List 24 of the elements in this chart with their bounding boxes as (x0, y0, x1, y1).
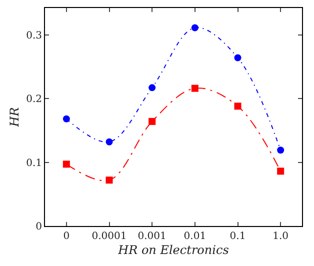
point (106, 176, 113, 184)
y-tick-label: 0.1 (26, 158, 42, 169)
y-tick-label: 0.2 (26, 94, 42, 106)
x-tick-label: 0 (63, 231, 70, 242)
point (191, 84, 198, 92)
x-tick-label: 0.01 (184, 231, 206, 242)
point (234, 102, 242, 110)
point (148, 84, 156, 92)
point (234, 54, 242, 62)
point (62, 160, 70, 168)
y-axis-title: HR (7, 107, 22, 128)
point (106, 138, 113, 146)
x-tick-label: 1.0 (272, 231, 289, 242)
point (277, 146, 284, 154)
x-tick-label: 0.1 (230, 231, 246, 242)
point (148, 118, 156, 125)
y-tick-label: 0.3 (26, 30, 42, 42)
point (62, 115, 70, 122)
y-tick-label: 0 (36, 222, 42, 232)
x-tick-label: 0.0001 (92, 231, 127, 242)
x-axis-title: HR on Electronics (117, 242, 229, 257)
point (277, 168, 284, 175)
x-tick-label: 0.001 (138, 231, 166, 242)
point (191, 24, 198, 32)
